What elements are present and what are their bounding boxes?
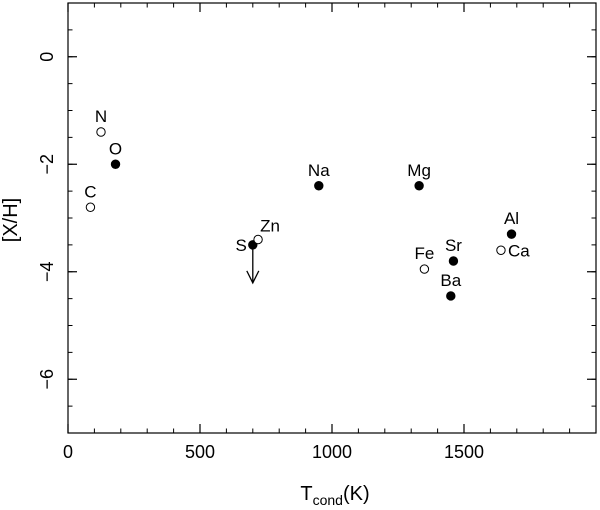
- y-axis-label: [X/H]: [0, 198, 22, 242]
- data-points: [85, 127, 517, 301]
- point-label-c: C: [84, 182, 96, 201]
- point-label-ba: Ba: [440, 271, 461, 290]
- upper-limit-arrow-icon: [246, 270, 260, 285]
- point-labels: O Na Mg S Sr Ba Al N C Zn Fe Ca: [84, 107, 530, 290]
- point-sr: [448, 256, 459, 266]
- point-fe: [419, 264, 430, 274]
- x-tick-label: 0: [63, 442, 73, 462]
- x-axis-label: Tcond(K): [300, 483, 369, 508]
- point-label-na: Na: [308, 161, 330, 180]
- x-tick-label: 1500: [444, 442, 484, 462]
- point-ba: [446, 291, 456, 301]
- axis-tick-labels: 0 500 1000 1500 0 −2 −4 −6: [37, 52, 484, 462]
- point-al: [506, 229, 517, 239]
- point-mg: [414, 181, 424, 191]
- x-tick-label: 500: [185, 442, 215, 462]
- point-label-al: Al: [504, 209, 519, 228]
- point-label-n: N: [95, 107, 107, 126]
- x-axis-label-subscript: cond: [313, 492, 343, 508]
- point-label-mg: Mg: [407, 161, 431, 180]
- point-n: [96, 127, 106, 137]
- y-tick-label: −2: [37, 154, 57, 175]
- point-label-zn: Zn: [260, 217, 280, 236]
- x-axis-label-unit: (K): [343, 483, 370, 505]
- y-tick-label: 0: [37, 52, 57, 62]
- point-o: [110, 159, 121, 169]
- point-ca: [496, 245, 506, 255]
- point-label-o: O: [109, 139, 122, 158]
- point-na: [314, 181, 324, 191]
- point-label-ca: Ca: [508, 241, 530, 260]
- point-label-s: S: [235, 236, 246, 255]
- point-label-fe: Fe: [414, 244, 434, 263]
- y-tick-label: −4: [37, 261, 57, 282]
- point-zn: [253, 234, 263, 245]
- y-tick-label: −6: [37, 369, 57, 390]
- point-c: [85, 202, 96, 212]
- x-tick-label: 1000: [312, 442, 352, 462]
- axis-ticks: [67, 2, 597, 434]
- x-axis-label-main: T: [300, 483, 312, 505]
- point-label-sr: Sr: [445, 236, 462, 255]
